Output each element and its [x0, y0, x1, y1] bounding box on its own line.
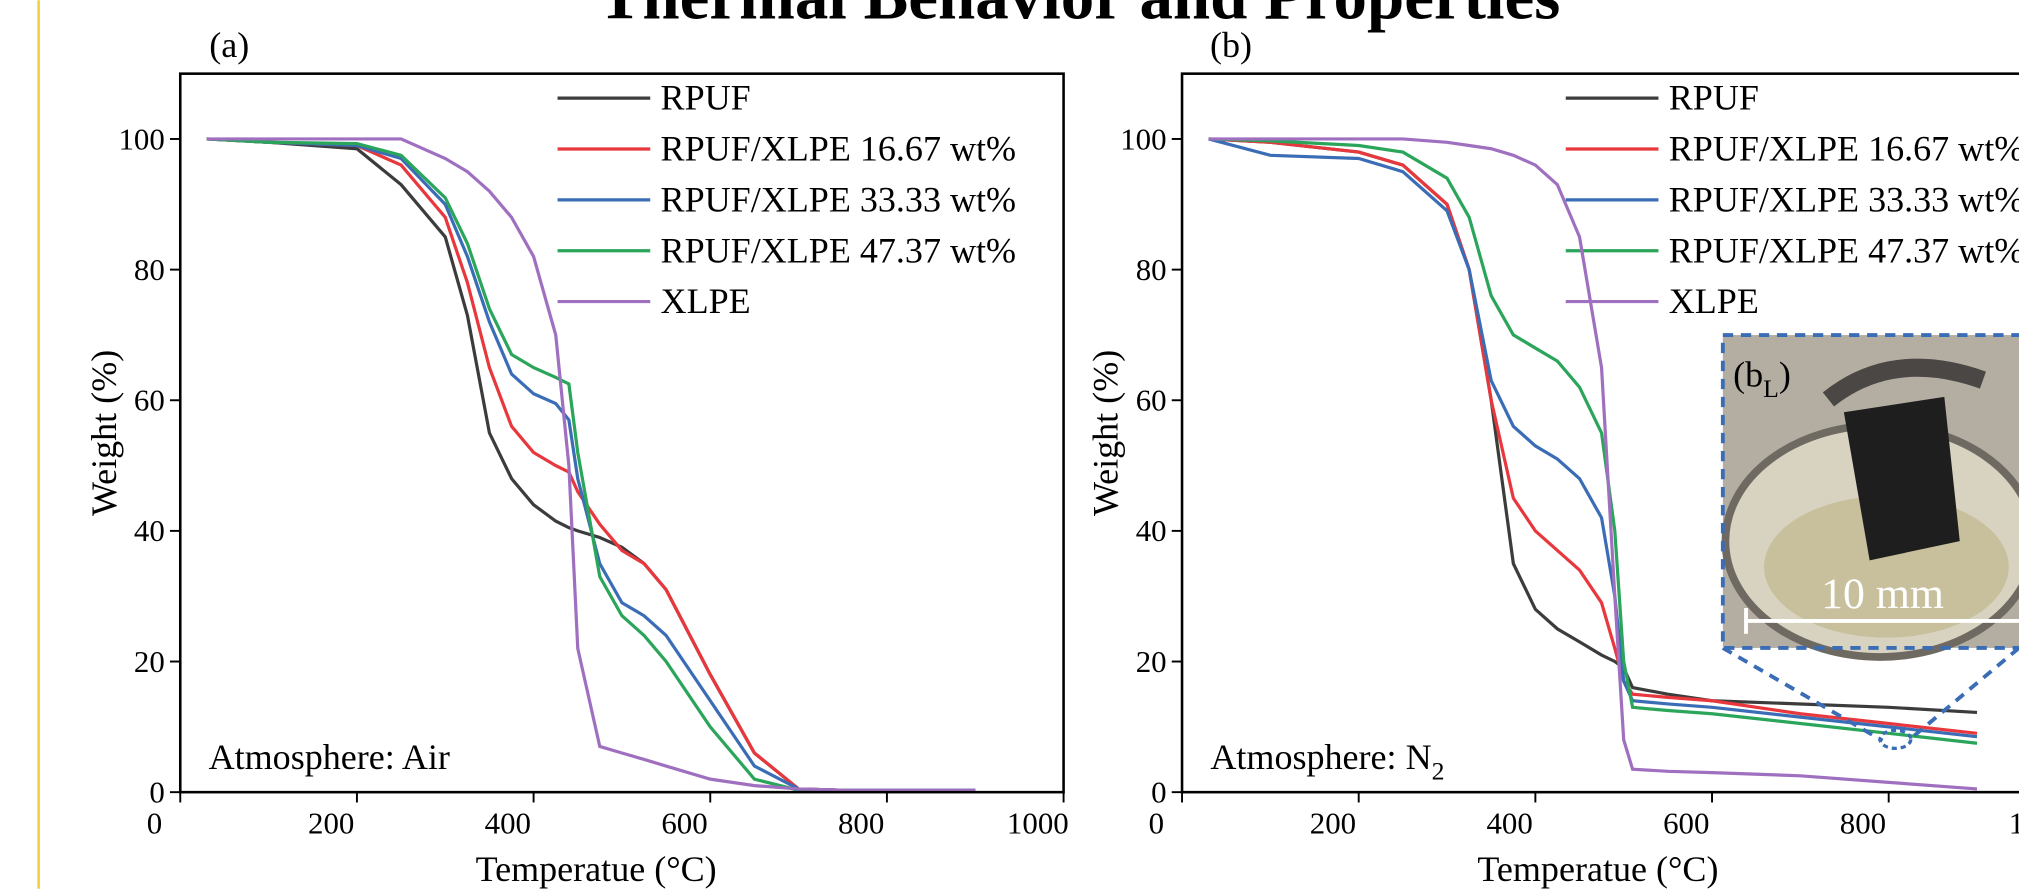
x-tick-label: 800	[838, 805, 884, 840]
legend-label: RPUF/XLPE 33.33 wt%	[661, 179, 1017, 219]
inset-photo	[1720, 333, 2019, 750]
legend-label: RPUF/XLPE 33.33 wt%	[1669, 179, 2019, 219]
annotation-part: Atmosphere: N	[1210, 737, 1431, 777]
panel-label: (a)	[209, 25, 249, 65]
inset-label-part: L	[1763, 374, 1779, 403]
legend-label: RPUF/XLPE 16.67 wt%	[1669, 129, 2019, 169]
x-tick-label: 1000	[2009, 805, 2019, 840]
y-tick-label: 0	[149, 774, 164, 809]
annotation: Atmosphere: Air	[209, 737, 450, 777]
annotation-part: 2	[1432, 756, 1445, 785]
x-tick-label: 0	[1149, 805, 1164, 840]
x-tick-label: 1000	[1007, 805, 1069, 840]
legend-label: XLPE	[661, 281, 751, 321]
x-axis-label: Temperatue (°C)	[476, 849, 717, 889]
x-tick-label: 800	[1840, 805, 1886, 840]
y-tick-label: 60	[1136, 383, 1167, 418]
x-axis-label: Temperatue (°C)	[1477, 849, 1718, 889]
annotation: Atmosphere: N2	[1210, 737, 1444, 785]
x-tick-label: 400	[485, 805, 531, 840]
x-tick-label: 200	[308, 805, 354, 840]
panel-label: (b)	[1210, 25, 1252, 65]
y-tick-label: 80	[134, 252, 165, 287]
legend-label: RPUF	[1669, 78, 1759, 118]
annotation-part: Atmosphere: Air	[209, 737, 450, 777]
y-tick-label: 0	[1151, 774, 1166, 809]
legend-label: RPUF/XLPE 47.37 wt%	[1669, 230, 2019, 270]
data-line	[206, 137, 976, 792]
scale-label: 10 mm	[1821, 570, 1944, 618]
y-tick-label: 40	[134, 513, 165, 548]
legend-label: RPUF/XLPE 16.67 wt%	[661, 129, 1017, 169]
data-line	[206, 137, 976, 792]
plot-frame	[178, 72, 1065, 794]
inset-label-part: )	[1779, 355, 1791, 395]
x-tick-label: 400	[1486, 805, 1532, 840]
y-tick-label: 40	[1136, 513, 1167, 548]
inset-label-part: (b	[1733, 355, 1763, 395]
x-tick-label: 600	[1663, 805, 1709, 840]
data-line	[206, 137, 976, 792]
data-line	[1208, 137, 1978, 735]
y-axis-label: Weight (%)	[1086, 350, 1126, 516]
legend-label: XLPE	[1669, 281, 1759, 321]
data-line	[1208, 137, 1978, 745]
y-tick-label: 60	[134, 383, 165, 418]
figure-title: Thermal Behavior and Properties	[598, 0, 1560, 33]
y-axis-label: Weight (%)	[84, 350, 124, 516]
y-tick-label: 20	[1136, 644, 1167, 679]
y-tick-label: 80	[1136, 252, 1167, 287]
data-line	[1208, 137, 1978, 791]
data-line	[206, 137, 976, 792]
x-tick-label: 600	[661, 805, 707, 840]
y-tick-label: 100	[1120, 121, 1166, 156]
x-tick-label: 200	[1310, 805, 1356, 840]
inset-label: (bL)	[1733, 355, 1791, 403]
x-tick-label: 0	[147, 805, 162, 840]
legend-label: RPUF/XLPE 47.37 wt%	[661, 230, 1017, 270]
y-tick-label: 100	[118, 121, 164, 156]
legend-label: RPUF	[661, 78, 751, 118]
y-tick-label: 20	[134, 644, 165, 679]
data-line	[1208, 137, 1978, 739]
plot-frame	[1180, 72, 2019, 794]
